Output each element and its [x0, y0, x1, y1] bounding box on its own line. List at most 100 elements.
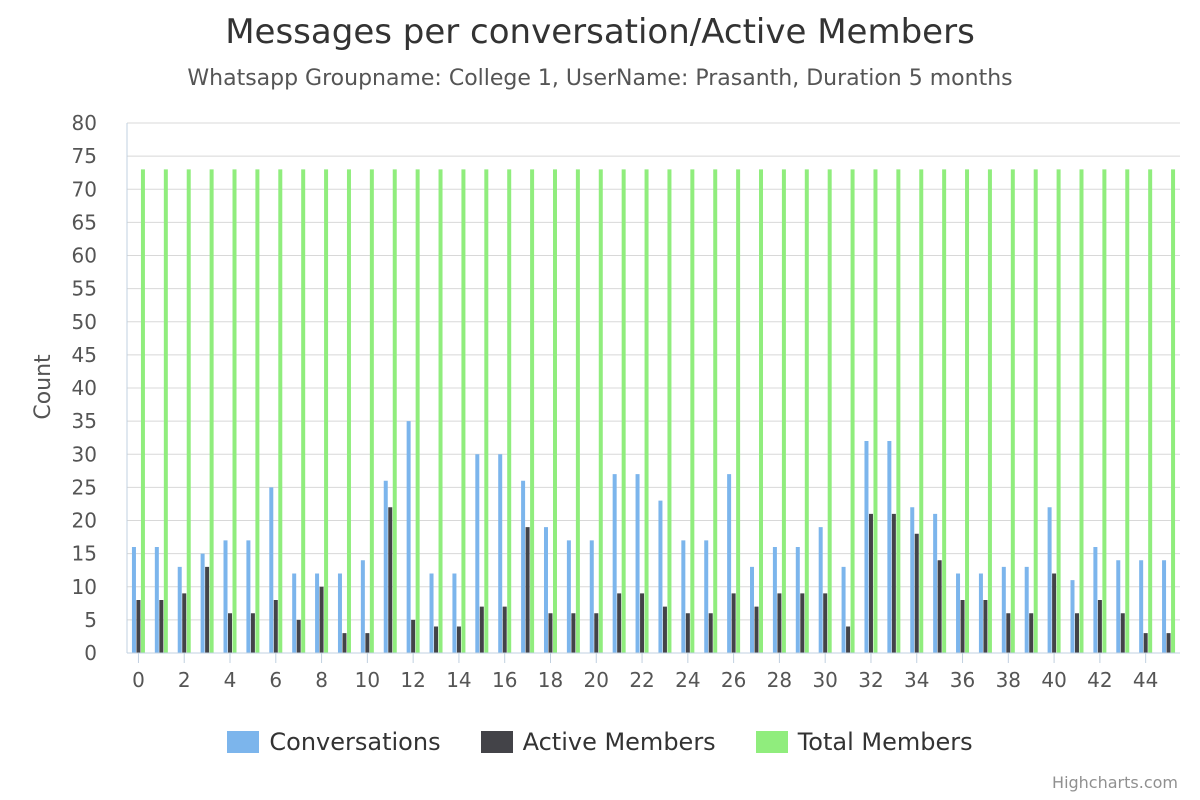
bar-active-members[interactable]: [777, 593, 782, 653]
bar-active-members[interactable]: [1166, 633, 1171, 653]
bar-active-members[interactable]: [205, 566, 210, 653]
bar-conversations[interactable]: [818, 527, 823, 653]
bar-active-members[interactable]: [914, 533, 919, 653]
bar-conversations[interactable]: [452, 573, 457, 654]
legend-item-conversations[interactable]: Conversations: [227, 728, 441, 756]
bar-total-members[interactable]: [598, 169, 603, 653]
bar-total-members[interactable]: [987, 169, 992, 653]
bar-conversations[interactable]: [498, 454, 503, 653]
bar-conversations[interactable]: [1093, 547, 1098, 653]
bar-total-members[interactable]: [530, 169, 535, 653]
bar-conversations[interactable]: [933, 513, 938, 653]
bar-conversations[interactable]: [887, 441, 892, 653]
bar-conversations[interactable]: [543, 527, 548, 653]
bar-conversations[interactable]: [750, 566, 755, 653]
bar-active-members[interactable]: [571, 613, 576, 653]
bar-active-members[interactable]: [731, 593, 736, 653]
bar-conversations[interactable]: [658, 500, 663, 653]
bar-conversations[interactable]: [1162, 560, 1167, 653]
bar-active-members[interactable]: [800, 593, 805, 653]
bar-conversations[interactable]: [589, 540, 594, 653]
bar-active-members[interactable]: [1143, 633, 1148, 653]
bar-total-members[interactable]: [827, 169, 832, 653]
bar-total-members[interactable]: [621, 169, 626, 653]
bar-active-members[interactable]: [228, 613, 233, 653]
bar-active-members[interactable]: [662, 606, 667, 653]
bar-total-members[interactable]: [1171, 169, 1176, 653]
bar-conversations[interactable]: [246, 540, 251, 653]
bar-total-members[interactable]: [140, 169, 145, 653]
bar-conversations[interactable]: [841, 566, 846, 653]
bar-total-members[interactable]: [804, 169, 809, 653]
bar-total-members[interactable]: [255, 169, 260, 653]
bar-conversations[interactable]: [681, 540, 686, 653]
bar-conversations[interactable]: [795, 547, 800, 653]
bar-total-members[interactable]: [415, 169, 420, 653]
bar-active-members[interactable]: [891, 513, 896, 653]
bar-active-members[interactable]: [250, 613, 255, 653]
bar-active-members[interactable]: [182, 593, 187, 653]
bar-conversations[interactable]: [429, 573, 434, 654]
bar-total-members[interactable]: [713, 169, 718, 653]
bar-conversations[interactable]: [910, 507, 915, 653]
bar-total-members[interactable]: [278, 169, 283, 653]
bar-conversations[interactable]: [978, 573, 983, 654]
bar-total-members[interactable]: [575, 169, 580, 653]
bar-total-members[interactable]: [919, 169, 924, 653]
bar-active-members[interactable]: [685, 613, 690, 653]
bar-conversations[interactable]: [177, 566, 182, 653]
bar-total-members[interactable]: [644, 169, 649, 653]
bar-conversations[interactable]: [1047, 507, 1052, 653]
bar-conversations[interactable]: [269, 487, 274, 653]
bar-active-members[interactable]: [342, 633, 347, 653]
bar-conversations[interactable]: [1001, 566, 1006, 653]
bar-conversations[interactable]: [223, 540, 228, 653]
bar-total-members[interactable]: [232, 169, 237, 653]
bar-total-members[interactable]: [1125, 169, 1130, 653]
bar-active-members[interactable]: [296, 619, 301, 653]
bar-active-members[interactable]: [388, 507, 393, 653]
bar-conversations[interactable]: [383, 480, 388, 653]
bar-total-members[interactable]: [324, 169, 329, 653]
bar-active-members[interactable]: [1074, 613, 1079, 653]
bar-active-members[interactable]: [159, 600, 164, 653]
bar-active-members[interactable]: [1029, 613, 1034, 653]
bar-active-members[interactable]: [411, 619, 416, 653]
bar-active-members[interactable]: [937, 560, 942, 653]
bar-conversations[interactable]: [315, 573, 320, 654]
bar-total-members[interactable]: [1079, 169, 1084, 653]
bar-active-members[interactable]: [754, 606, 759, 653]
bar-total-members[interactable]: [346, 169, 351, 653]
bar-conversations[interactable]: [635, 474, 640, 653]
bar-active-members[interactable]: [1006, 613, 1011, 653]
bar-total-members[interactable]: [369, 169, 374, 653]
bar-total-members[interactable]: [759, 169, 764, 653]
bar-active-members[interactable]: [525, 527, 530, 653]
bar-active-members[interactable]: [868, 513, 873, 653]
bar-total-members[interactable]: [965, 169, 970, 653]
bar-conversations[interactable]: [566, 540, 571, 653]
bar-active-members[interactable]: [479, 606, 484, 653]
bar-total-members[interactable]: [552, 169, 557, 653]
bar-total-members[interactable]: [301, 169, 306, 653]
bar-total-members[interactable]: [942, 169, 947, 653]
bar-conversations[interactable]: [406, 421, 411, 653]
bar-active-members[interactable]: [708, 613, 713, 653]
bar-active-members[interactable]: [434, 626, 439, 654]
bar-total-members[interactable]: [873, 169, 878, 653]
bar-conversations[interactable]: [704, 540, 709, 653]
bar-conversations[interactable]: [956, 573, 961, 654]
bar-active-members[interactable]: [983, 600, 988, 653]
bar-total-members[interactable]: [392, 169, 397, 653]
bar-active-members[interactable]: [1120, 613, 1125, 653]
bar-active-members[interactable]: [136, 600, 141, 653]
bar-conversations[interactable]: [337, 573, 342, 654]
bar-total-members[interactable]: [484, 169, 489, 653]
bar-total-members[interactable]: [781, 169, 786, 653]
credits-link[interactable]: Highcharts.com: [1052, 773, 1178, 792]
bar-conversations[interactable]: [727, 474, 732, 653]
bar-active-members[interactable]: [365, 633, 370, 653]
bar-conversations[interactable]: [475, 454, 480, 653]
legend-item-active-members[interactable]: Active Members: [480, 728, 716, 756]
bar-active-members[interactable]: [273, 600, 278, 653]
